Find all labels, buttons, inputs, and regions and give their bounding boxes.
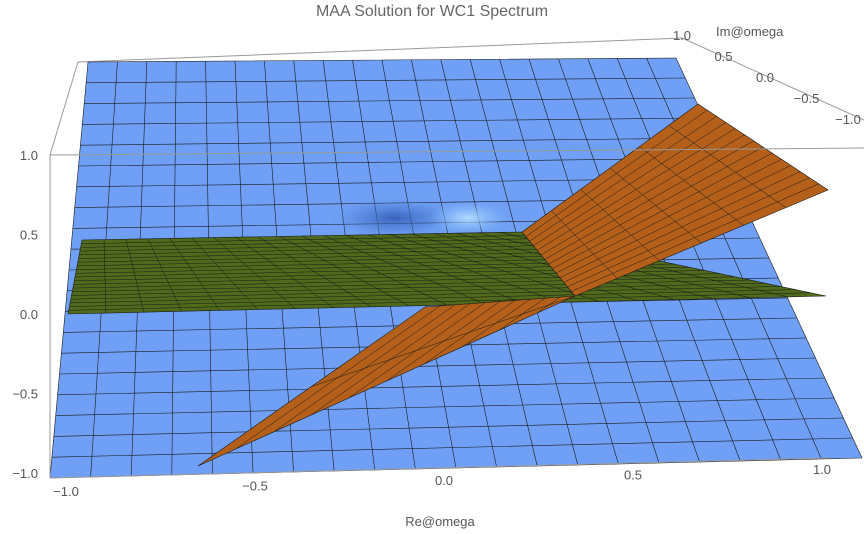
green-mesh-line bbox=[71, 279, 751, 296]
orange-surface-mesh bbox=[235, 109, 819, 450]
orange-mesh-line bbox=[559, 165, 791, 278]
green-mesh-line bbox=[77, 254, 629, 267]
green-mesh-line bbox=[69, 289, 796, 307]
x-tick-label: 1.0 bbox=[813, 462, 831, 477]
green-mesh-line bbox=[80, 238, 553, 248]
green-mesh-line bbox=[70, 282, 766, 300]
blue-mesh-line bbox=[57, 377, 825, 396]
z-tick-label: 0.5 bbox=[20, 228, 38, 243]
orange-mesh-line bbox=[552, 152, 773, 269]
orange-mesh-line bbox=[567, 177, 810, 288]
blue-mesh-line bbox=[53, 417, 844, 437]
orange-mesh-line bbox=[544, 140, 754, 260]
y-tick-label: 0.0 bbox=[756, 70, 774, 85]
x-tick-label: −1.0 bbox=[53, 484, 79, 499]
y-axis-ticks: 1.0 0.5 0.0 −0.5 −1.0 bbox=[673, 28, 861, 127]
x-axis-ticks: −1.0 −0.5 0.0 0.5 1.0 bbox=[53, 462, 831, 499]
y-tick-label: 1.0 bbox=[673, 28, 691, 43]
green-mesh-line bbox=[78, 247, 599, 259]
y-tick-label: −1.0 bbox=[835, 112, 861, 127]
green-mesh-line bbox=[79, 241, 568, 252]
blue-mesh-line bbox=[78, 157, 723, 167]
orange-mesh-line bbox=[563, 171, 801, 283]
z-tick-label: −1.0 bbox=[12, 466, 38, 481]
orange-mesh-line bbox=[533, 122, 726, 246]
blue-mesh-line bbox=[84, 97, 695, 104]
z-tick-label: 1.0 bbox=[20, 148, 38, 163]
orange-mesh-line bbox=[548, 146, 764, 265]
blue-mesh-line bbox=[86, 77, 686, 84]
orange-mesh-line bbox=[540, 134, 745, 256]
blue-mesh-line bbox=[51, 437, 853, 458]
blue-mesh-line bbox=[82, 117, 704, 125]
green-mesh-line bbox=[77, 250, 614, 263]
blue-mesh-line bbox=[80, 137, 714, 146]
bounding-box-back bbox=[49, 37, 864, 156]
orange-mesh-line bbox=[529, 116, 717, 242]
green-mesh-line bbox=[81, 234, 538, 244]
bounding-box-front bbox=[49, 147, 864, 479]
y-tick-label: 0.5 bbox=[714, 49, 732, 64]
orange-mesh-line bbox=[571, 183, 819, 292]
x-tick-label: 0.5 bbox=[624, 468, 642, 483]
z-axis-ticks: −1.0 −0.5 0.0 0.5 1.0 bbox=[12, 148, 38, 481]
chart-title: MAA Solution for WC1 Spectrum bbox=[316, 3, 548, 20]
green-mesh-line bbox=[70, 286, 781, 304]
orange-mesh-line bbox=[525, 109, 708, 237]
z-tick-label: 0.0 bbox=[20, 307, 38, 322]
orange-mesh-line bbox=[537, 128, 736, 251]
blue-mesh-line bbox=[59, 357, 816, 375]
green-mesh-line bbox=[68, 292, 811, 311]
orange-mesh-line bbox=[311, 295, 576, 387]
y-tick-label: −0.5 bbox=[794, 91, 820, 106]
blue-surface-dark-spot bbox=[325, 196, 465, 240]
green-mesh-line bbox=[79, 244, 583, 256]
y-axis-label: Im@omega bbox=[716, 24, 784, 39]
blue-mesh-line bbox=[55, 397, 835, 416]
z-tick-label: −0.5 bbox=[12, 387, 38, 402]
orange-mesh-line bbox=[555, 159, 782, 274]
green-mesh-line bbox=[72, 276, 735, 293]
x-axis-label: Re@omega bbox=[405, 514, 475, 529]
x-tick-label: −0.5 bbox=[242, 479, 268, 494]
blue-surface-light-spot bbox=[428, 202, 508, 234]
x-tick-label: 0.0 bbox=[435, 473, 453, 488]
